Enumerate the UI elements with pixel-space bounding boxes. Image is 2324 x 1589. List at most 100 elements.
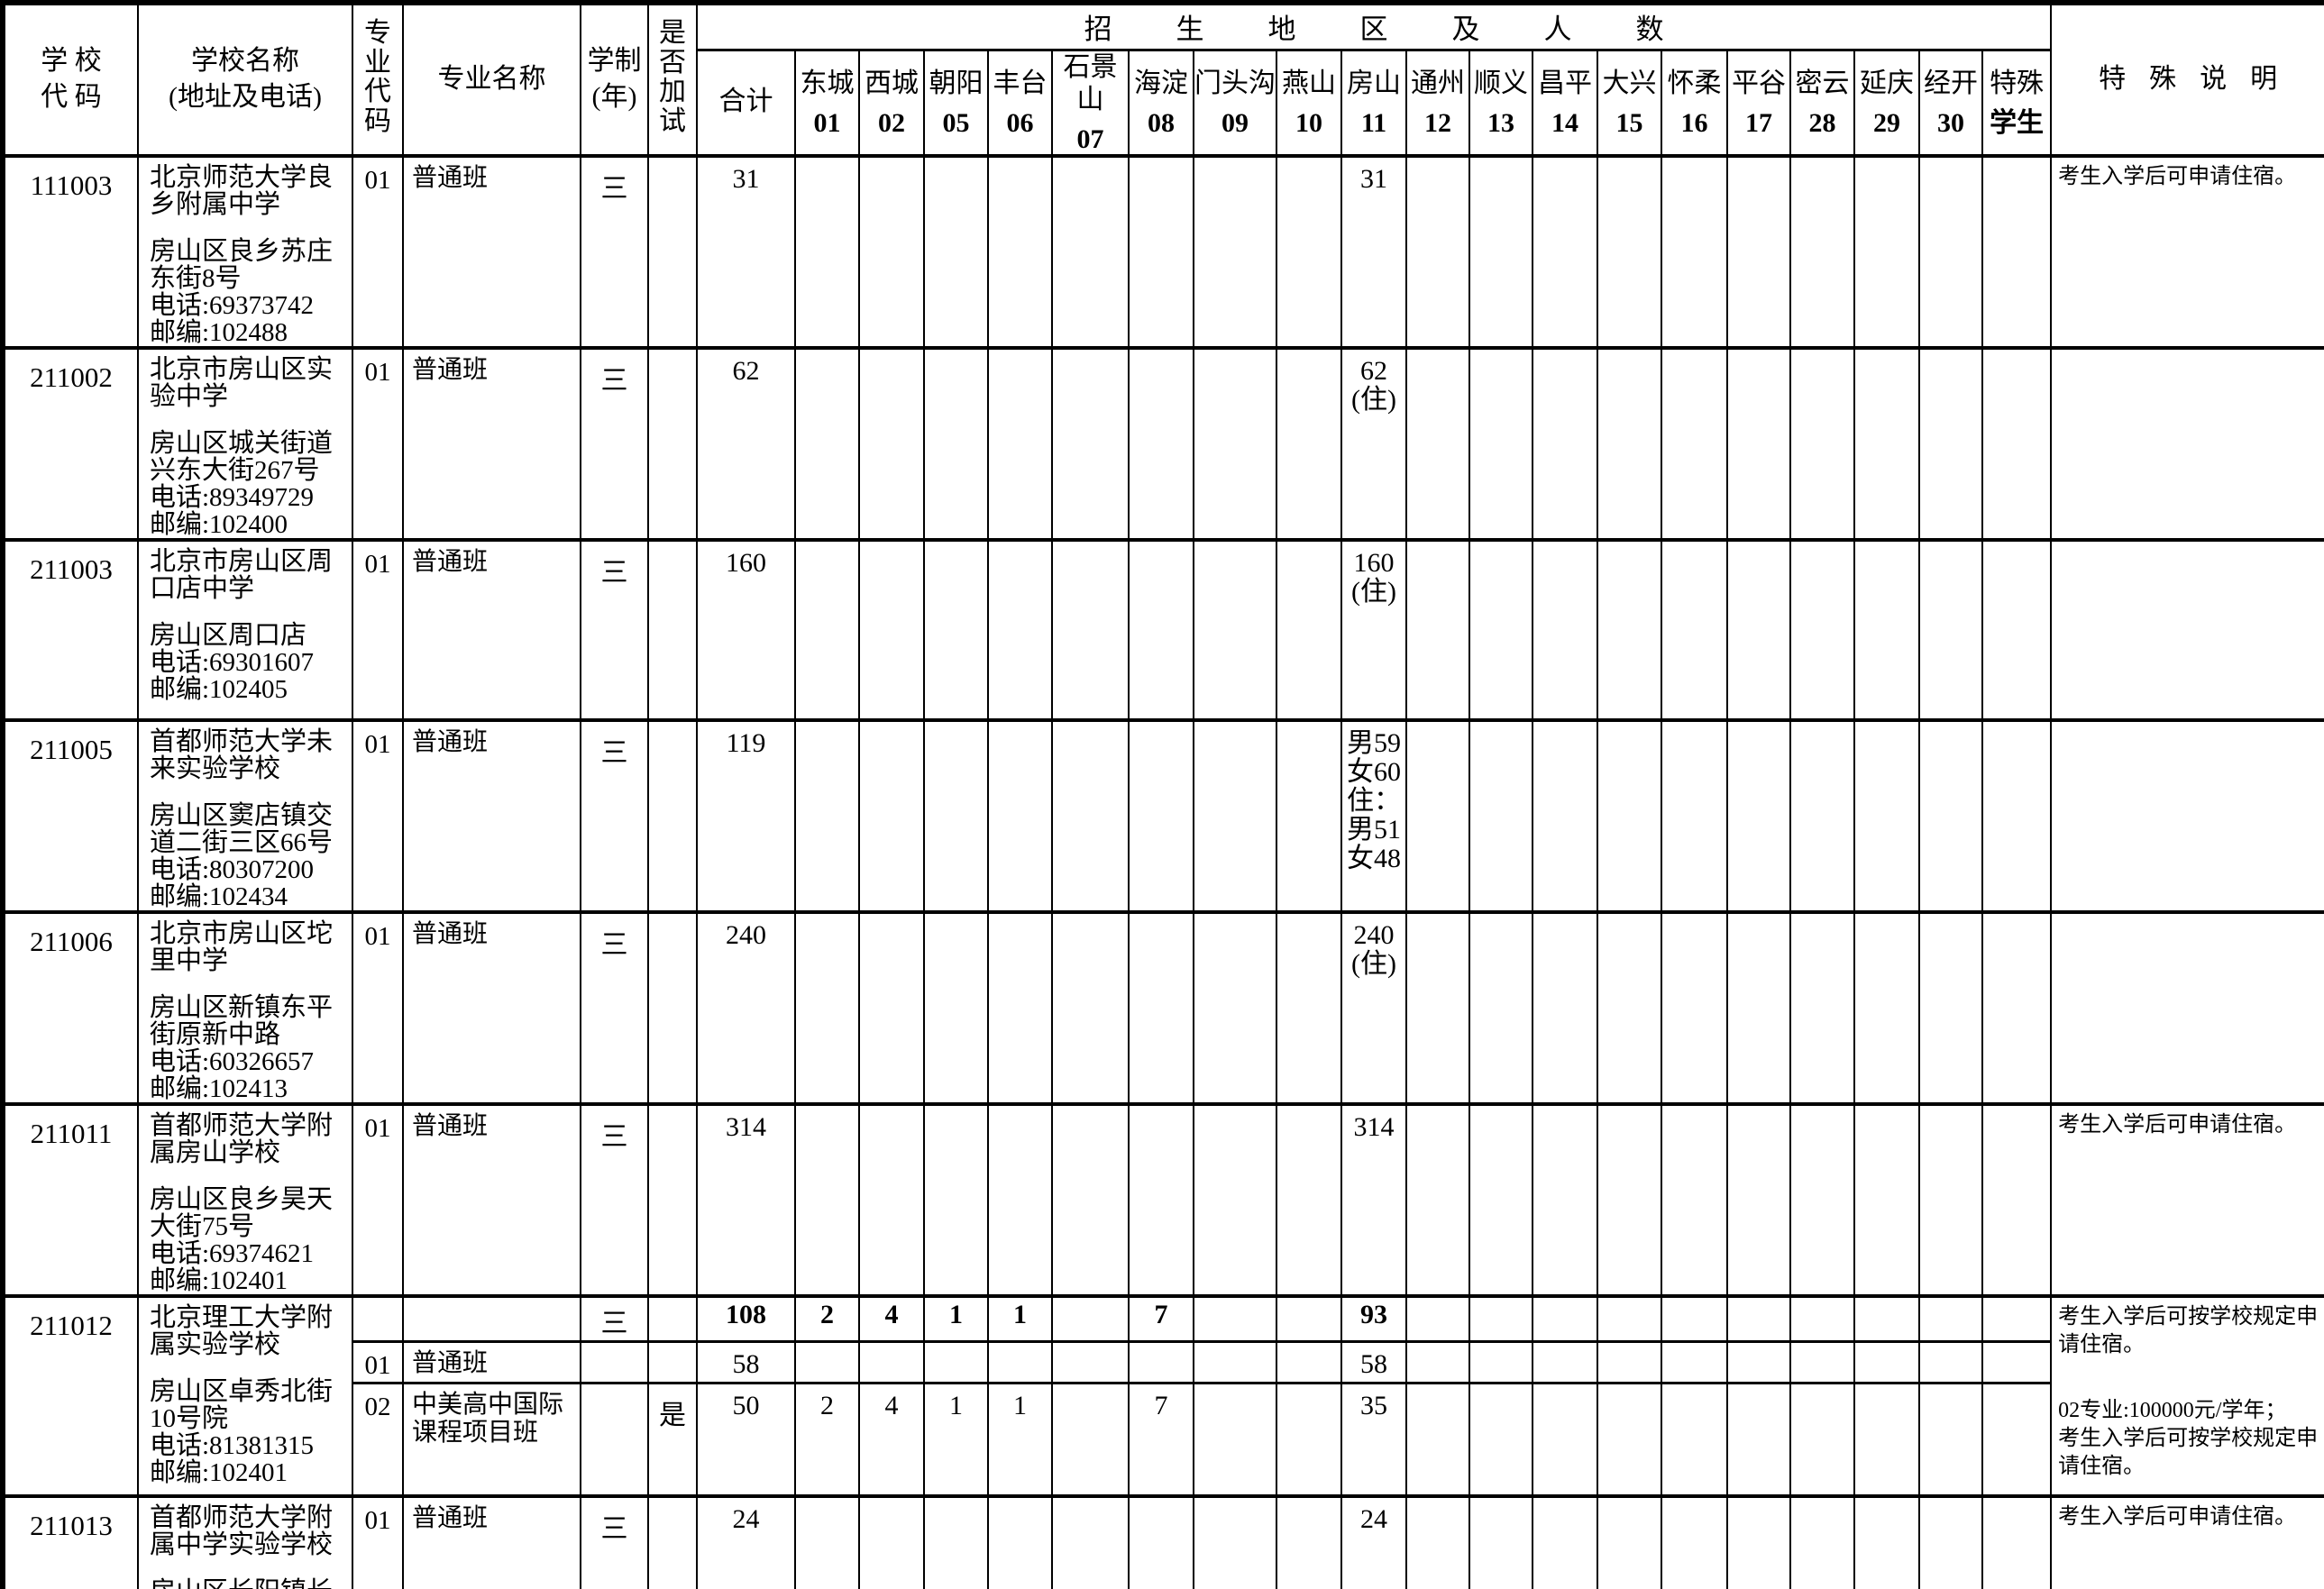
district-cell xyxy=(1789,909,1854,1104)
district-cell xyxy=(1597,1494,1661,1589)
district-cell xyxy=(1597,1293,1661,1341)
district-cell xyxy=(1276,1101,1341,1296)
district-cell xyxy=(1726,1381,1790,1496)
district-cell xyxy=(1789,345,1854,540)
school-info-cell: 北京市房山区实验中学 房山区城关街道兴东大街267号 电话:89349729 邮编… xyxy=(137,345,352,540)
district-cell xyxy=(1918,909,1982,1104)
district-cell: 1 xyxy=(987,1381,1052,1496)
district-cell xyxy=(1276,153,1341,348)
col-header-years: 学制 (年) xyxy=(580,3,648,156)
district-cell xyxy=(1469,537,1533,720)
major-name-cell: 普通班 xyxy=(402,909,581,1104)
district-cell xyxy=(794,345,859,540)
district-cell xyxy=(1532,1339,1597,1383)
table-row-211006: 211006 北京市房山区坨里中学 房山区新镇东平街原新中路 电话:6032665… xyxy=(2,909,2324,1104)
years-cell: 三 xyxy=(580,345,648,540)
district-cell: 2 xyxy=(794,1293,859,1341)
school-code-cell: 211011 xyxy=(2,1101,138,1296)
district-cell xyxy=(1597,1381,1661,1496)
district-cell xyxy=(1853,717,1919,912)
school-address: 房山区周口店 电话:69301607 邮编:102405 xyxy=(150,620,315,704)
district-cell xyxy=(1789,1339,1854,1383)
district-cell-fangshan: 58 xyxy=(1340,1339,1406,1383)
school-name: 首都师范大学未来实验学校 xyxy=(150,726,334,783)
total-cell: 314 xyxy=(696,1101,795,1296)
district-cell-fangshan: 24 xyxy=(1340,1494,1406,1589)
school-code-cell: 211006 xyxy=(2,909,138,1104)
school-address: 房山区城关街道兴东大街267号 电话:89349729 邮编:102400 xyxy=(150,428,334,539)
district-cell-fangshan: 314 xyxy=(1340,1101,1406,1296)
district-cell xyxy=(1532,345,1597,540)
district-header-jingkai: 经开 30 xyxy=(1918,48,1982,156)
district-header-yanshan: 燕山 10 xyxy=(1276,48,1341,156)
note-cell xyxy=(2050,537,2324,720)
district-cell xyxy=(1051,153,1129,348)
school-address: 房山区新镇东平街原新中路 电话:60326657 邮编:102413 xyxy=(150,992,334,1103)
major-name-cell: 普通班 xyxy=(402,537,581,720)
district-cell xyxy=(1853,1101,1919,1296)
district-cell xyxy=(923,1494,988,1589)
table-row-211005: 211005 首都师范大学未来实验学校 房山区窦店镇交道二街三区66号 电话:80… xyxy=(2,717,2324,912)
district-cell xyxy=(1532,1101,1597,1296)
col-header-major-name: 专业名称 xyxy=(402,3,581,156)
district-cell xyxy=(1193,909,1276,1104)
district-cell xyxy=(1128,1494,1194,1589)
district-cell xyxy=(1853,1293,1919,1341)
district-cell xyxy=(1726,1494,1790,1589)
major-code-vertical-label: 专业代码 xyxy=(364,18,391,136)
total-cell: 24 xyxy=(696,1494,795,1589)
district-cell xyxy=(987,717,1052,912)
special-student-cell xyxy=(1981,537,2052,720)
school-info-cell: 北京市房山区周口店中学 房山区周口店 电话:69301607 邮编:102405 xyxy=(137,537,352,720)
district-cell xyxy=(1918,537,1982,720)
district-cell xyxy=(1193,1101,1276,1296)
district-cell: 4 xyxy=(858,1381,924,1496)
district-cell xyxy=(1469,1494,1533,1589)
district-cell xyxy=(1051,1293,1129,1341)
special-student-cell xyxy=(1981,153,2052,348)
district-cell xyxy=(1469,1339,1533,1383)
total-cell: 62 xyxy=(696,345,795,540)
district-cell xyxy=(858,909,924,1104)
district-header-dongcheng: 东城 01 xyxy=(794,48,859,156)
district-cell xyxy=(1276,909,1341,1104)
district-cell xyxy=(858,1339,924,1383)
school-address: 房山区良乡苏庄东街8号 电话:69373742 邮编:102488 xyxy=(150,236,334,347)
district-cell: 4 xyxy=(858,1293,924,1341)
district-cell xyxy=(1193,1339,1276,1383)
district-cell xyxy=(1469,153,1533,348)
note-cell: 考生入学后可申请住宿。 xyxy=(2050,1494,2324,1589)
district-cell xyxy=(1726,537,1790,720)
district-cell xyxy=(1918,1381,1982,1496)
school-code-cell: 211012 xyxy=(2,1293,138,1496)
major-code-cell: 01 xyxy=(352,345,403,540)
district-cell xyxy=(1918,1494,1982,1589)
district-cell xyxy=(1051,1101,1129,1296)
district-cell xyxy=(1051,909,1129,1104)
district-cell xyxy=(1853,153,1919,348)
district-header-mentougou: 门头沟 09 xyxy=(1193,48,1276,156)
col-header-total: 合计 xyxy=(696,48,795,156)
district-cell xyxy=(1726,345,1790,540)
district-cell xyxy=(1469,1293,1533,1341)
district-cell xyxy=(1532,537,1597,720)
district-cell xyxy=(1726,1293,1790,1341)
exam-cell xyxy=(647,537,697,720)
district-cell xyxy=(987,153,1052,348)
district-header-huairou: 怀柔 16 xyxy=(1661,48,1727,156)
district-cell xyxy=(1405,1293,1469,1341)
school-info-cell: 首都师范大学未来实验学校 房山区窦店镇交道二街三区66号 电话:80307200 … xyxy=(137,717,352,912)
school-address: 房山区卓秀北街10号院 电话:81381315 邮编:102401 xyxy=(150,1376,334,1487)
major-name-cell: 普通班 xyxy=(402,1101,581,1296)
table-row-211002: 211002 北京市房山区实验中学 房山区城关街道兴东大街267号 电话:8934… xyxy=(2,345,2324,540)
district-cell xyxy=(1789,1494,1854,1589)
district-cell xyxy=(1469,909,1533,1104)
district-cell xyxy=(1405,537,1469,720)
district-cell xyxy=(858,153,924,348)
note-cell xyxy=(2050,345,2324,540)
exam-cell xyxy=(647,717,697,912)
district-cell xyxy=(1405,1494,1469,1589)
district-cell xyxy=(1661,1293,1727,1341)
district-cell xyxy=(1726,909,1790,1104)
